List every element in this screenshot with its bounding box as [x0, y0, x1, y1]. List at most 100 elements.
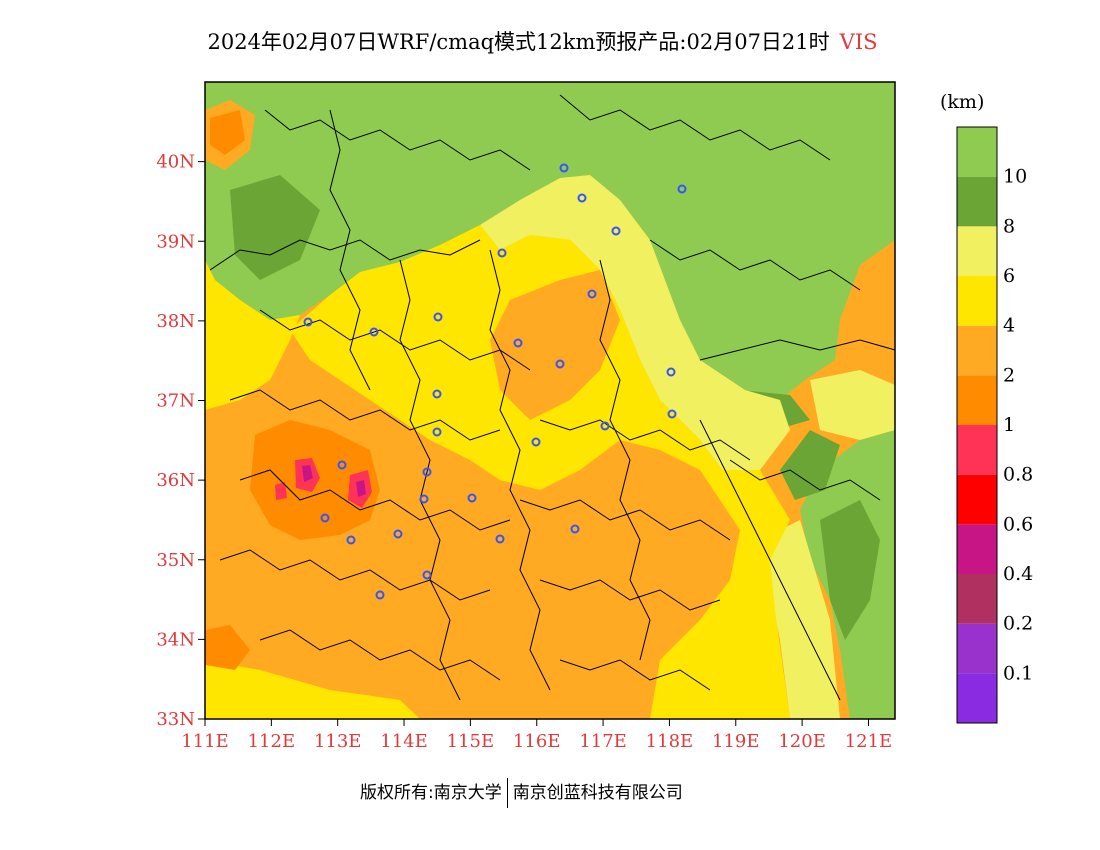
colorbar-bin [957, 673, 997, 723]
station-marker [667, 409, 677, 419]
vis-region-magenta [356, 480, 366, 497]
lat-label: 35N [156, 550, 195, 571]
colorbar-label: 2 [1003, 364, 1015, 386]
station-marker [467, 493, 477, 503]
vis-region-yellow [650, 470, 790, 719]
footer-copyright: 版权所有:南京大学 [360, 783, 502, 803]
station-marker [320, 513, 330, 523]
admin-boundaries [209, 94, 895, 701]
station-marker [419, 494, 429, 504]
station-marker [432, 427, 442, 437]
colorbar-label: 10 [1003, 166, 1027, 188]
colorbar-label: 8 [1003, 215, 1015, 237]
colorbar-label: 0.6 [1003, 513, 1033, 535]
colorbar-bin [957, 325, 997, 376]
lat-label: 36N [156, 470, 195, 491]
vis-region-lightyellow [480, 175, 790, 480]
footer: 版权所有:南京大学 南京创蓝科技有限公司 [360, 778, 683, 808]
lon-label: 121E [845, 731, 893, 752]
station-marker [432, 389, 442, 399]
colorbar-label: 0.4 [1003, 563, 1033, 585]
vis-region-darkorange [205, 625, 250, 670]
lon-label: 114E [380, 731, 428, 752]
vis-region-lightyellow [810, 370, 895, 440]
colorbar-frame [956, 126, 998, 724]
lat-label: 33N [156, 709, 195, 730]
station-marker [393, 529, 403, 539]
lat-label: 34N [156, 629, 195, 650]
station-marker [677, 184, 687, 194]
station-marker [303, 317, 313, 327]
colorbar: 0.1 0.2 0.4 0.6 0.8 1 2 4 6 8 10 [956, 126, 1033, 724]
station-marker [555, 359, 565, 369]
colorbar-bin [957, 623, 997, 674]
colorbar-bin [957, 226, 997, 276]
station-marker [337, 460, 347, 470]
title-main: 2024年02月07日WRF/cmaq模式12km预报产品:02月07日21时 [207, 30, 830, 54]
lat-label: 37N [156, 391, 195, 412]
vis-region-darkorange [210, 110, 245, 155]
colorbar-label: 0.1 [1003, 662, 1033, 684]
title-variable: VIS [839, 30, 878, 54]
colorbar-label: 0.2 [1003, 613, 1033, 635]
lat-label: 39N [156, 231, 195, 252]
colorbar-label: 4 [1003, 315, 1015, 337]
station-marker [577, 193, 587, 203]
lon-label: 115E [447, 731, 495, 752]
station-marker [513, 338, 523, 348]
station-marker [433, 312, 443, 322]
station-marker [531, 437, 541, 447]
station-marker [559, 163, 569, 173]
station-marker [369, 327, 379, 337]
colorbar-bin [957, 127, 997, 177]
station-marker [495, 534, 505, 544]
colorbar-label: 6 [1003, 265, 1015, 287]
colorbar-bin [957, 276, 997, 326]
lon-label: 120E [778, 731, 826, 752]
lon-label: 116E [513, 731, 561, 752]
vis-region-darkgreen [820, 500, 880, 640]
vis-region-green-north [205, 82, 895, 400]
colorbar-label: 0.8 [1003, 464, 1033, 486]
map-title: 2024年02月07日WRF/cmaq模式12km预报产品:02月07日21时 V… [0, 26, 1085, 56]
lon-label: 111E [181, 731, 229, 752]
lon-label: 119E [712, 731, 760, 752]
lon-label: 112E [248, 731, 296, 752]
station-marker [611, 226, 621, 236]
lon-label: 113E [314, 731, 362, 752]
station-markers [303, 163, 687, 600]
vis-region-yellow [205, 660, 420, 719]
station-marker [600, 421, 610, 431]
station-marker [375, 590, 385, 600]
vis-region-orange [490, 270, 620, 420]
vis-region-red [275, 482, 287, 500]
lat-label: 40N [156, 152, 195, 173]
colorbar-bin [957, 425, 997, 475]
station-marker [422, 570, 432, 580]
station-marker [422, 467, 432, 477]
lon-label: 117E [579, 731, 627, 752]
footer-separator [506, 778, 508, 808]
vis-region-darkgreen [780, 430, 840, 500]
colorbar-bin [957, 524, 997, 574]
colorbar-bin [957, 574, 997, 624]
colorbar-bin [957, 176, 997, 227]
colorbar-bin [957, 474, 997, 525]
station-marker [666, 367, 676, 377]
lon-label: 118E [646, 731, 694, 752]
station-marker [346, 535, 356, 545]
station-marker [570, 524, 580, 534]
vis-region-magenta [302, 465, 313, 482]
colorbar-bin [957, 375, 997, 425]
station-marker [587, 289, 597, 299]
footer-company: 南京创蓝科技有限公司 [512, 783, 683, 803]
vis-region-darkgreen [230, 175, 320, 280]
station-marker [497, 248, 507, 258]
vis-region-yellow [205, 260, 300, 410]
colorbar-label: 1 [1003, 414, 1015, 436]
map-panel [205, 82, 895, 719]
lat-label: 38N [156, 311, 195, 332]
colorbar-unit: (km) [940, 91, 984, 113]
